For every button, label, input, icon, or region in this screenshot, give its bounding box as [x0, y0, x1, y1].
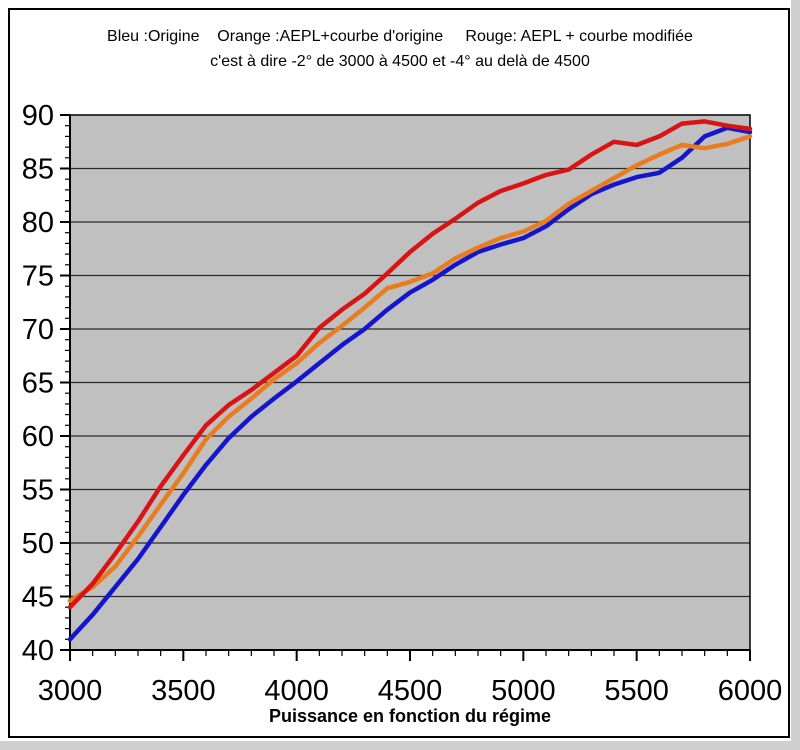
y-tick-label-90: 90: [22, 100, 54, 132]
series-line-aepl-courbe-modifi-e: [67, 119, 753, 610]
series-line-aepl-courbe-d-origine: [67, 134, 753, 604]
x-tick-label-4500: 4500: [378, 675, 443, 707]
y-tick-label-55: 55: [22, 475, 54, 507]
y-tick-label-40: 40: [22, 635, 54, 667]
chart-subtitle-text: c'est à dire -2° de 3000 à 4500 et -4° a…: [210, 53, 590, 70]
series-line-origine: [67, 125, 753, 642]
y-tick-label-50: 50: [22, 528, 54, 560]
y-tick-label-60: 60: [22, 421, 54, 453]
x-axis-title: Puissance en fonction du régime: [269, 706, 551, 726]
screenshot-edge-right: [791, 0, 800, 750]
x-tick-label-3000: 3000: [38, 675, 103, 707]
x-tick-label-3500: 3500: [151, 675, 216, 707]
x-tick-label-6000: 6000: [718, 675, 783, 707]
x-tick-label-5500: 5500: [604, 675, 669, 707]
y-tick-label-75: 75: [22, 261, 54, 293]
y-tick-label-65: 65: [22, 368, 54, 400]
x-tick-label-5000: 5000: [491, 675, 556, 707]
chart-legend-text: Bleu :Origine Orange :AEPL+courbe d'orig…: [107, 28, 693, 45]
y-tick-label-85: 85: [22, 154, 54, 186]
y-tick-label-80: 80: [22, 207, 54, 239]
x-tick-label-4000: 4000: [264, 675, 329, 707]
y-tick-label-45: 45: [22, 582, 54, 614]
y-tick-label-70: 70: [22, 314, 54, 346]
screenshot-edge-bottom: [0, 741, 800, 750]
